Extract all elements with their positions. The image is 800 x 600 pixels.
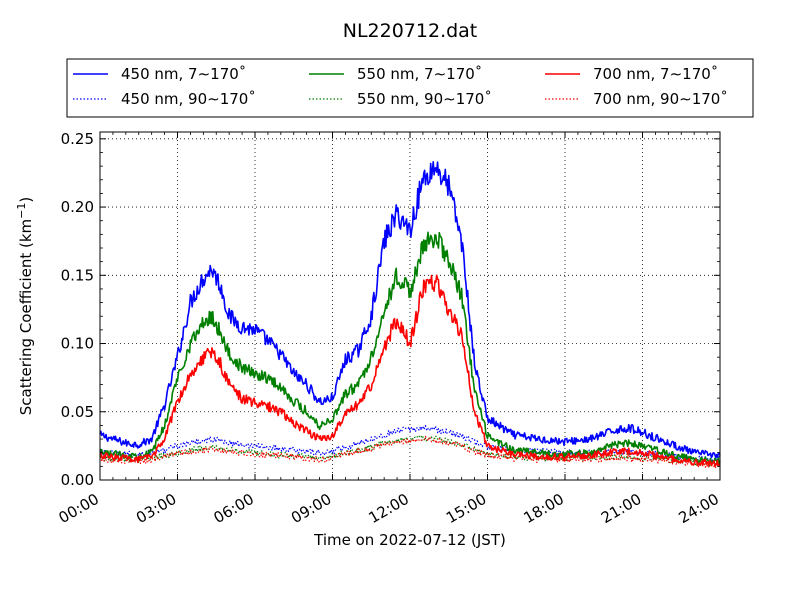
grid-lines: [100, 132, 720, 480]
legend-box: [66, 58, 754, 118]
legend-label-6: 700 nm, 90∼170˚: [593, 90, 728, 108]
plot-area: [99, 131, 721, 481]
y-tick-label: 0.15: [61, 266, 94, 284]
x-axis-label: Time on 2022-07-12 (JST): [313, 531, 506, 549]
tick-marks: [99, 132, 721, 481]
y-tick-labels: 0.00 0.05 0.10 0.15 0.20 0.25: [61, 130, 94, 489]
y-tick-label: 0.10: [61, 335, 94, 353]
legend-label-3: 550 nm, 7∼170˚: [357, 65, 482, 83]
y-tick-label: 0.05: [61, 403, 94, 421]
x-tick-label: 15:00: [443, 490, 489, 527]
y-axis-label: Scattering Coefficient (km−1): [15, 197, 35, 416]
x-tick-label: 06:00: [211, 490, 257, 527]
plot-frame: [99, 131, 721, 481]
series-line-5: [99, 274, 721, 467]
x-tick-label: 00:00: [56, 490, 102, 527]
x-tick-label: 18:00: [521, 490, 567, 527]
legend-label-1: 450 nm, 7∼170˚: [121, 65, 246, 83]
x-tick-labels: 00:00 03:00 06:00 09:00 12:00 15:00 18:00 21:00…: [56, 490, 722, 527]
chart-title: NL220712.dat: [343, 20, 478, 42]
y-tick-label: 0.25: [61, 130, 94, 148]
legend: 450 nm, 7∼170˚ 450 nm, 90∼170˚ 550 nm, 7∼1…: [66, 58, 754, 118]
x-tick-label: 09:00: [288, 490, 334, 527]
x-tick-label: 24:00: [676, 490, 722, 527]
y-tick-label: 0.00: [61, 471, 94, 489]
x-tick-label: 12:00: [366, 490, 412, 527]
x-tick-label: 03:00: [133, 490, 179, 527]
series-line-6: [99, 435, 721, 469]
plot-background: [100, 132, 720, 480]
series-layer: [99, 161, 721, 469]
legend-label-5: 700 nm, 7∼170˚: [593, 65, 718, 83]
y-tick-label: 0.20: [61, 198, 94, 216]
legend-label-2: 450 nm, 90∼170˚: [121, 90, 256, 108]
series-line-1: [99, 161, 721, 459]
legend-label-4: 550 nm, 90∼170˚: [357, 90, 492, 108]
x-tick-label: 21:00: [598, 490, 644, 527]
series-line-3: [99, 231, 721, 465]
